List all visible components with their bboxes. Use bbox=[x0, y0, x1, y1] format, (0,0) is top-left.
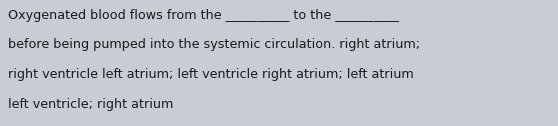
Text: before being pumped into the systemic circulation. right atrium;: before being pumped into the systemic ci… bbox=[8, 38, 420, 51]
Text: left ventricle; right atrium: left ventricle; right atrium bbox=[8, 98, 173, 111]
Text: right ventricle left atrium; left ventricle right atrium; left atrium: right ventricle left atrium; left ventri… bbox=[8, 68, 413, 81]
Text: Oxygenated blood flows from the __________ to the __________: Oxygenated blood flows from the ________… bbox=[8, 9, 399, 22]
